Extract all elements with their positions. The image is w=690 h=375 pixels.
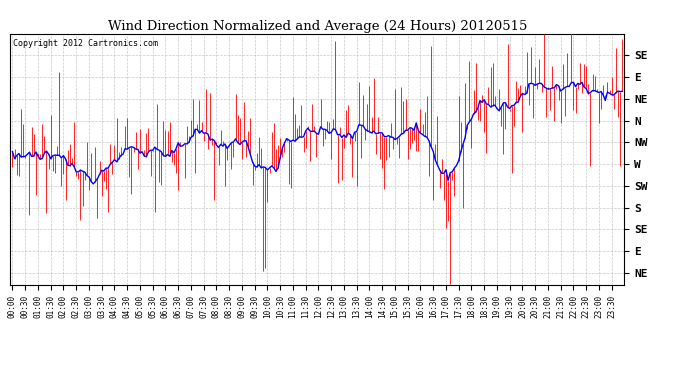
- Title: Wind Direction Normalized and Average (24 Hours) 20120515: Wind Direction Normalized and Average (2…: [108, 20, 527, 33]
- Text: Copyright 2012 Cartronics.com: Copyright 2012 Cartronics.com: [13, 39, 159, 48]
